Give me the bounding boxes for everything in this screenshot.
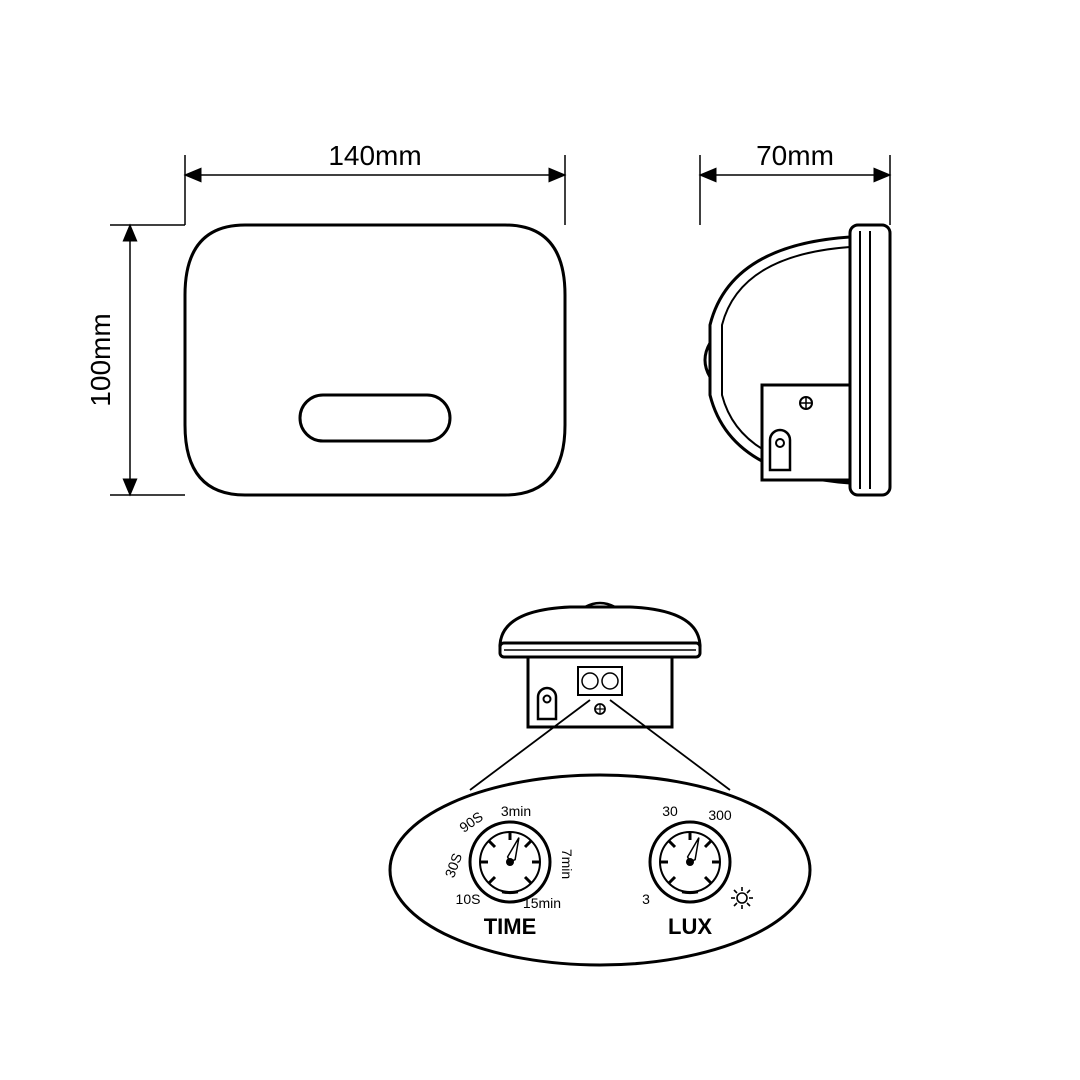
front-sensor-window [300,395,450,441]
dim-front-width-label: 140mm [328,140,421,171]
dim-front-height: 100mm [85,225,185,495]
dim-front-height-label: 100mm [85,313,116,406]
dim-front-width: 140mm [185,140,565,225]
lux-dial-label: LUX [668,914,712,939]
bottom-view [500,603,700,727]
svg-text:3min: 3min [501,803,531,819]
front-body-outline [185,225,565,495]
svg-text:7min: 7min [559,849,575,879]
time-dial-label: TIME [484,914,537,939]
dial-callout: 10S 30S 90S 3min 7min 15min TIME [390,775,810,965]
svg-text:3: 3 [642,891,650,907]
svg-text:30: 30 [662,803,678,819]
svg-text:300: 300 [708,807,732,823]
side-view [705,225,890,495]
svg-text:10S: 10S [456,891,481,907]
dim-side-depth-label: 70mm [756,140,834,171]
dim-side-depth: 70mm [700,140,890,225]
svg-text:15min: 15min [523,895,561,911]
front-view [185,225,565,495]
